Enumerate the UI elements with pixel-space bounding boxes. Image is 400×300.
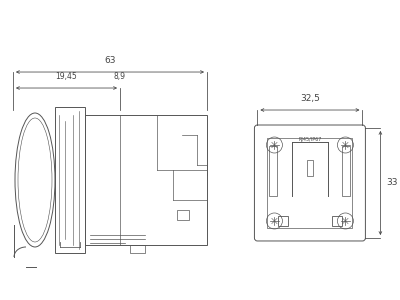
Text: 33: 33 [386, 178, 398, 188]
Bar [278, 216, 288, 226]
Text: RJ45/IP67: RJ45/IP67 [298, 137, 322, 142]
Bar [55, 107, 85, 253]
Text: 8,9: 8,9 [114, 72, 126, 81]
Bar [85, 115, 207, 245]
Bar [270, 146, 278, 196]
Text: 19,45: 19,45 [56, 72, 77, 81]
Text: 63: 63 [104, 56, 116, 65]
Bar [307, 160, 313, 176]
Text: 32,5: 32,5 [300, 94, 320, 103]
Bar [130, 245, 145, 253]
Bar [268, 138, 352, 228]
Bar [342, 146, 350, 196]
Bar [332, 216, 342, 226]
Bar [177, 210, 189, 220]
